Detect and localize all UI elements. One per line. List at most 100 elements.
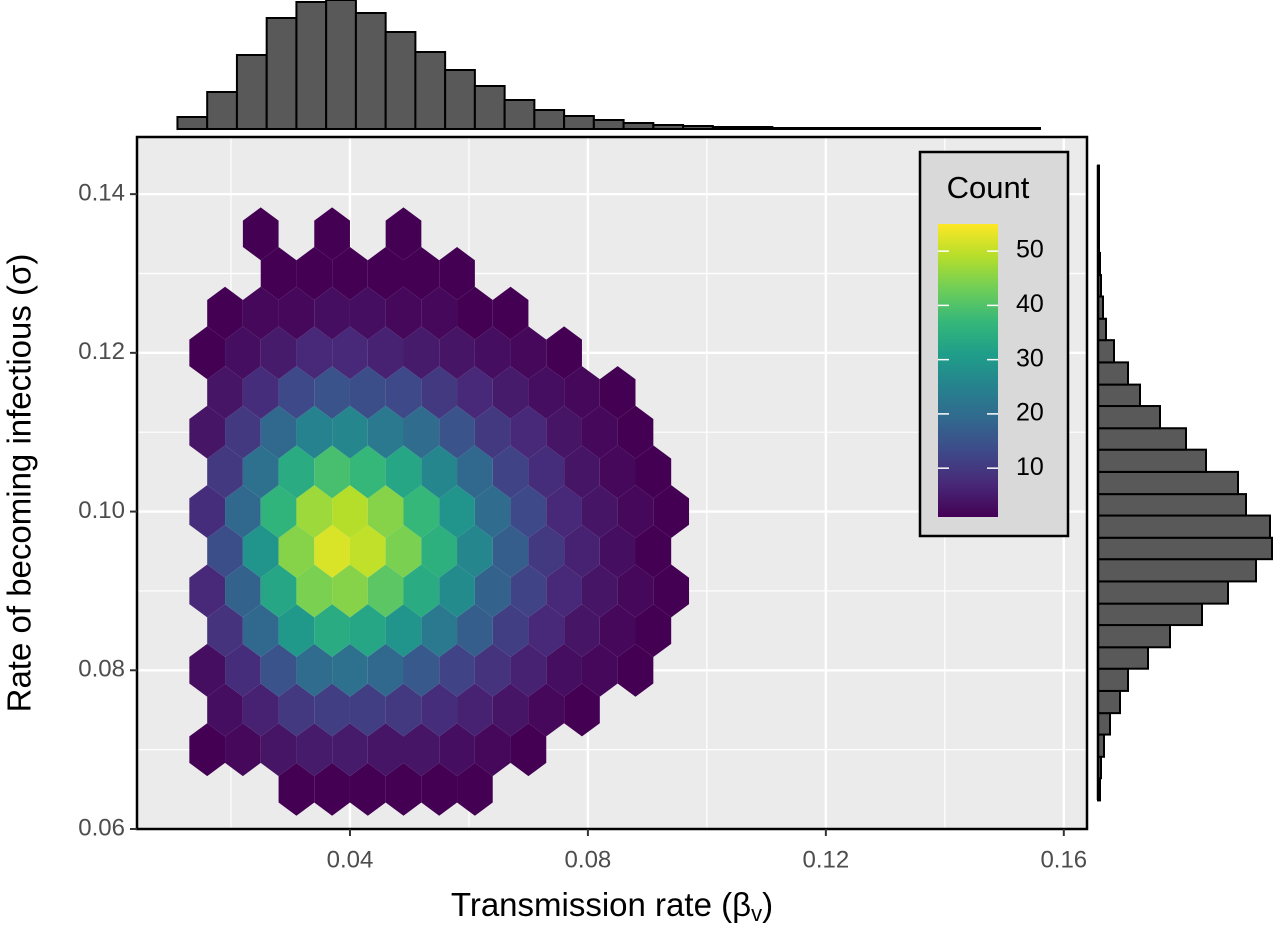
hex-bin xyxy=(546,405,582,459)
histogram-bar xyxy=(741,126,774,130)
hex-bin xyxy=(332,564,368,618)
hex-bin xyxy=(581,485,618,539)
hex-bin xyxy=(546,326,582,380)
hex-bin xyxy=(528,524,565,578)
hex-bin xyxy=(474,326,511,380)
hex-bin xyxy=(457,286,493,340)
hex-bin xyxy=(385,445,422,499)
hex-bin xyxy=(367,485,404,539)
histogram-bar xyxy=(1097,470,1239,496)
hex-bin xyxy=(385,683,422,737)
hex-bin xyxy=(439,405,475,459)
histogram-bar xyxy=(295,1,328,130)
hex-bin xyxy=(474,405,511,459)
hex-bin xyxy=(314,762,350,816)
hex-bin xyxy=(421,683,458,737)
hex-bin xyxy=(492,286,529,340)
hex-bin xyxy=(242,604,279,658)
hex-bin xyxy=(385,286,422,340)
hex-bin xyxy=(599,524,636,578)
histogram-bar xyxy=(563,115,595,130)
hex-bin xyxy=(510,405,547,459)
hex-bin xyxy=(492,366,529,419)
hex-bin xyxy=(510,564,547,618)
hex-bin xyxy=(278,683,315,737)
hex-bin xyxy=(546,485,582,539)
hex-bin xyxy=(225,564,261,618)
hex-bin xyxy=(403,485,440,539)
histogram-bar xyxy=(1097,427,1187,451)
y-tick-label: 0.06 xyxy=(78,814,125,841)
histogram-bar xyxy=(682,125,714,130)
hex-bin xyxy=(403,326,440,380)
hex-bin xyxy=(278,604,315,658)
histogram-bar xyxy=(414,51,447,130)
hex-bin xyxy=(314,524,350,578)
histogram-bar xyxy=(1097,667,1129,692)
hex-bin xyxy=(278,524,315,578)
hex-bin xyxy=(314,207,350,261)
hex-bin xyxy=(189,723,226,777)
hex-bin xyxy=(528,445,565,499)
hex-bin xyxy=(385,604,422,658)
hex-bin xyxy=(474,723,511,777)
hex-bin xyxy=(546,564,582,618)
panel-border xyxy=(135,135,1089,831)
hex-bin xyxy=(296,485,333,539)
hex-bin xyxy=(349,762,386,816)
hex-bin xyxy=(332,485,368,539)
hex-bin xyxy=(439,564,475,618)
hex-bin xyxy=(492,445,529,499)
hex-bin xyxy=(242,286,279,340)
hex-bin xyxy=(225,326,261,380)
hex-bin xyxy=(296,723,333,777)
hex-bin xyxy=(189,564,226,618)
legend-tick-label: 30 xyxy=(1016,344,1044,372)
histogram-bar xyxy=(771,127,804,130)
hex-bin xyxy=(189,326,226,380)
hex-bin xyxy=(635,524,672,578)
hex-bin xyxy=(207,286,243,340)
histogram-bar xyxy=(444,69,476,130)
legend-title: Count xyxy=(947,170,1030,205)
hex-bin xyxy=(421,604,458,658)
x-tick-label: 0.16 xyxy=(1040,846,1087,873)
x-axis-title: Transmission rate (βv) xyxy=(451,886,773,926)
hex-bin xyxy=(296,326,333,380)
histogram-bar xyxy=(1097,383,1141,408)
hex-bin xyxy=(635,445,672,499)
hex-bin xyxy=(439,643,475,697)
histogram-bar xyxy=(801,127,833,130)
hex-bin xyxy=(332,326,368,380)
hex-bin xyxy=(260,643,297,697)
hex-bin xyxy=(617,485,654,539)
x-title-sub: v xyxy=(751,901,762,926)
histogram-bar xyxy=(920,127,952,130)
hex-bin xyxy=(403,247,440,300)
x-tick-label: 0.04 xyxy=(327,846,374,873)
hex-bin xyxy=(421,445,458,499)
hex-bin xyxy=(510,485,547,539)
hex-bin xyxy=(296,405,333,459)
hex-bin xyxy=(189,405,226,459)
hex-bin xyxy=(457,683,493,737)
histogram-bar xyxy=(1097,405,1161,430)
hex-bin xyxy=(189,485,226,539)
hex-bin xyxy=(457,445,493,499)
y-tick-label: 0.12 xyxy=(78,338,125,365)
hex-bin xyxy=(492,683,529,737)
hex-bin xyxy=(207,683,243,737)
hex-bin xyxy=(403,723,440,777)
hex-bin xyxy=(421,366,458,419)
histogram-bar xyxy=(622,122,655,130)
histogram-bar xyxy=(176,116,209,130)
hex-bin xyxy=(225,643,261,697)
histogram-bar xyxy=(830,127,863,130)
x-title-end: ) xyxy=(762,886,773,923)
hex-bin xyxy=(510,723,547,777)
hex-bin xyxy=(564,683,600,737)
histogram-bar xyxy=(533,109,566,130)
hex-bin xyxy=(278,366,315,419)
hex-bin xyxy=(403,564,440,618)
x-tick-label: 0.12 xyxy=(802,846,849,873)
